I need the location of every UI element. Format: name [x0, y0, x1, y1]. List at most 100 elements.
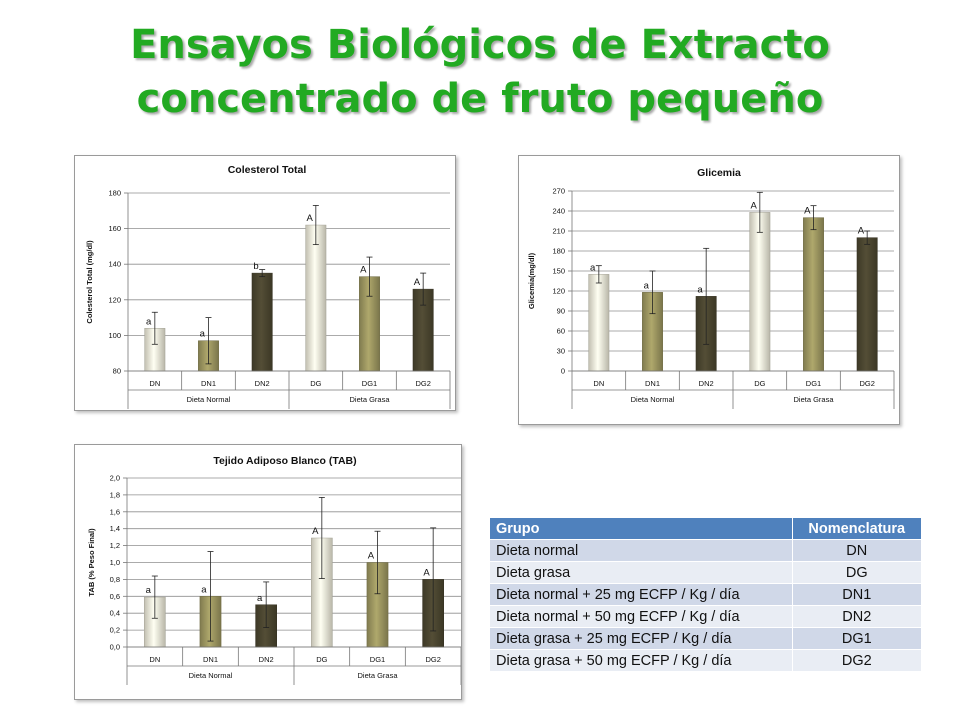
bar-dg1	[803, 217, 824, 372]
y-tick-label: 90	[557, 307, 565, 316]
cell-grupo: Dieta normal	[490, 539, 793, 562]
significance-label: a	[590, 262, 596, 273]
y-tick-label: 2,0	[110, 474, 120, 483]
y-tick-label: 1,4	[110, 524, 120, 533]
y-axis-label: Glicemia(mg/dl)	[527, 252, 536, 309]
table-row: Dieta normal + 25 mg ECFP / Kg / día DN1	[490, 583, 923, 606]
group-label: Dieta Normal	[631, 395, 675, 404]
cell-nomenclatura: DN2	[792, 605, 923, 628]
nomenclature-table: Grupo Nomenclatura Dieta normal DN Dieta…	[490, 518, 923, 671]
significance-label: b	[253, 261, 258, 272]
chart-glicemia: Glicemia Glicemia(mg/dl) 0 30 60 90 120 150 180 2…	[518, 155, 900, 425]
y-tick-label: 0,4	[110, 609, 120, 618]
y-tick-label: 0,2	[110, 626, 120, 635]
significance-label: A	[368, 551, 375, 562]
table-row: Dieta grasa + 25 mg ECFP / Kg / día DG1	[490, 627, 923, 650]
category-label-dn1: DN1	[203, 655, 218, 664]
y-tick-label: 0	[561, 367, 565, 376]
category-label-dg1: DG1	[806, 379, 821, 388]
category-label-dn2: DN2	[259, 655, 274, 664]
y-tick-label: 100	[108, 331, 121, 340]
chart-colesterol-total: Colesterol Total Colesterol Total (mg/dl)…	[74, 155, 456, 411]
table-header-row: Grupo Nomenclatura	[490, 518, 923, 540]
category-label-dn1: DN1	[645, 379, 660, 388]
y-tick-label: 1,6	[110, 507, 120, 516]
y-tick-label: 120	[108, 295, 121, 304]
category-label-dn2: DN2	[255, 379, 270, 388]
y-tick-label: 150	[552, 267, 565, 276]
significance-label: A	[750, 200, 757, 211]
category-label-dg1: DG1	[370, 655, 385, 664]
chart-tejido-adiposo: Tejido Adiposo Blanco (TAB) TAB (% Peso F…	[74, 444, 462, 700]
category-label-dn: DN	[593, 379, 604, 388]
category-label-dn: DN	[149, 655, 160, 664]
cell-grupo: Dieta normal + 50 mg ECFP / Kg / día	[490, 605, 793, 628]
cell-grupo: Dieta grasa + 25 mg ECFP / Kg / día	[490, 627, 793, 650]
y-tick-label: 240	[552, 207, 565, 216]
nomenclature-table-wrap: Grupo Nomenclatura Dieta normal DN Dieta…	[490, 518, 923, 671]
y-tick-label: 160	[108, 224, 121, 233]
y-tick-label: 0,8	[110, 575, 120, 584]
y-tick-label: 270	[552, 187, 565, 196]
cell-nomenclatura: DN1	[792, 583, 923, 606]
y-tick-label: 120	[552, 287, 565, 296]
group-label: Dieta Normal	[187, 395, 231, 404]
significance-label: a	[697, 284, 703, 295]
cell-nomenclatura: DG1	[792, 627, 923, 650]
chart-tab-svg: Tejido Adiposo Blanco (TAB) TAB (% Peso F…	[87, 455, 461, 685]
group-label: Dieta Grasa	[357, 671, 398, 680]
group-label: Dieta Grasa	[349, 395, 390, 404]
chart-title: Colesterol Total	[228, 164, 307, 176]
group-label: Dieta Grasa	[793, 395, 834, 404]
significance-label: A	[360, 265, 367, 276]
group-label: Dieta Normal	[189, 671, 233, 680]
category-label-dn2: DN2	[699, 379, 714, 388]
y-tick-label: 1,0	[110, 558, 120, 567]
y-axis-label: Colesterol Total (mg/dl)	[85, 240, 94, 324]
significance-label: a	[644, 280, 650, 291]
category-label-dn: DN	[149, 379, 160, 388]
category-label-dg: DG	[754, 379, 765, 388]
bar-dn2	[251, 272, 273, 372]
y-tick-label: 60	[557, 327, 565, 336]
title-line-2: concentrado de fruto pequeño	[136, 76, 824, 122]
y-tick-label: 1,2	[110, 541, 120, 550]
table-row: Dieta normal DN	[490, 539, 923, 562]
y-tick-label: 1,8	[110, 490, 120, 499]
category-label-dg1: DG1	[362, 379, 377, 388]
chart-colesterol-svg: Colesterol Total Colesterol Total (mg/dl)…	[85, 164, 451, 409]
category-label-dg: DG	[316, 655, 327, 664]
y-tick-label: 0,0	[110, 643, 120, 652]
significance-label: a	[201, 584, 207, 595]
category-label-dg2: DG2	[425, 655, 440, 664]
cell-nomenclatura: DG	[792, 561, 923, 584]
y-tick-label: 80	[113, 367, 121, 376]
chart-title: Glicemia	[697, 167, 741, 179]
cell-grupo: Dieta grasa	[490, 561, 793, 584]
significance-label: a	[146, 585, 152, 596]
table-row: Dieta grasa + 50 mg ECFP / Kg / día DG2	[490, 649, 923, 671]
significance-label: A	[423, 567, 430, 578]
bar-dg	[749, 212, 771, 372]
significance-label: A	[414, 277, 421, 288]
bar-dn	[588, 274, 610, 372]
category-label-dg: DG	[310, 379, 321, 388]
header-grupo: Grupo	[490, 518, 793, 540]
y-axis-label: TAB (% Peso Final)	[87, 528, 96, 597]
y-tick-label: 180	[552, 247, 565, 256]
slide-title: Ensayos Biológicos de Extracto concentra…	[0, 18, 960, 126]
significance-label: A	[804, 206, 811, 217]
cell-grupo: Dieta grasa + 50 mg ECFP / Kg / día	[490, 649, 793, 671]
table-row: Dieta normal + 50 mg ECFP / Kg / día DN2	[490, 605, 923, 628]
significance-label: A	[858, 226, 865, 237]
y-tick-label: 0,6	[110, 592, 120, 601]
header-nomenclatura: Nomenclatura	[792, 518, 923, 540]
significance-label: A	[306, 213, 313, 224]
bar-dg2	[856, 237, 878, 372]
significance-label: a	[257, 593, 263, 604]
y-tick-label: 30	[557, 347, 565, 356]
y-tick-label: 180	[108, 189, 121, 198]
cell-nomenclatura: DN	[792, 539, 923, 562]
table-row: Dieta grasa DG	[490, 561, 923, 584]
bar-dg	[305, 224, 327, 372]
